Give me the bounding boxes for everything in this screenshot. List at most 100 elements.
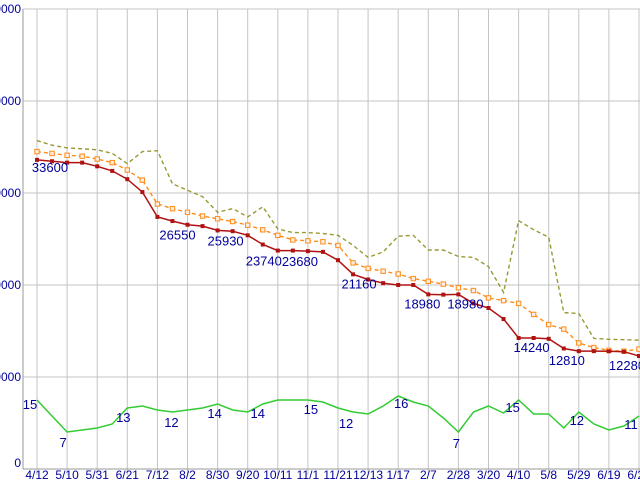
x-axis-tick-label: 10/11 [263, 468, 292, 480]
marker-filled-square [290, 248, 295, 253]
marker-filled-square [486, 306, 491, 310]
marker-open-square [455, 285, 462, 291]
marker-open-square [530, 311, 537, 318]
marker-filled-square [125, 177, 130, 182]
point-value-label: 7 [453, 436, 460, 451]
y-axis-tick-label: 30000 [0, 186, 21, 200]
marker-filled-square [110, 168, 115, 173]
x-axis-tick-label: 11/21 [323, 468, 352, 480]
x-axis-tick-label: 2/7 [420, 468, 437, 480]
point-value-label: 12 [339, 416, 353, 431]
x-axis-tick-label: 11/1 [297, 468, 320, 480]
marker-open-square [515, 300, 522, 307]
marker-filled-square [95, 164, 100, 169]
series-line-upper-dashed-khaki [36, 139, 640, 341]
series-line-green-solid-lower [36, 395, 640, 434]
point-value-label: 23740 [246, 254, 282, 269]
marker-filled-square [245, 233, 250, 238]
marker-filled-square [215, 228, 220, 233]
point-value-label: 7 [59, 435, 66, 450]
marker-filled-square [230, 229, 235, 234]
marker-filled-square [65, 160, 70, 165]
x-axis-tick-label: 8/2 [179, 468, 196, 480]
marker-open-square [245, 222, 251, 228]
x-axis-tick-label: 7/12 [146, 468, 170, 480]
marker-open-square [576, 340, 582, 346]
x-axis-tick-label: 5/8 [540, 468, 557, 480]
marker-filled-square [50, 159, 55, 164]
marker-open-square [425, 278, 432, 285]
marker-filled-square [426, 292, 431, 297]
marker-filled-square [637, 354, 640, 359]
marker-filled-square [185, 222, 190, 227]
marker-filled-square [546, 336, 551, 341]
marker-filled-square [561, 346, 566, 351]
marker-open-square [49, 150, 55, 157]
marker-filled-square [170, 219, 175, 224]
marker-filled-square [200, 224, 205, 229]
marker-open-square [335, 242, 341, 249]
point-value-label: 18980 [447, 296, 483, 311]
point-value-label: 15 [23, 397, 37, 412]
marker-filled-square [441, 292, 446, 297]
marker-filled-square [606, 349, 611, 354]
marker-open-square [184, 209, 191, 216]
marker-open-square [94, 156, 100, 162]
marker-open-square [229, 218, 236, 225]
x-axis-tick-label: 5/10 [55, 468, 79, 480]
marker-open-square [470, 287, 477, 294]
point-value-label: 12810 [549, 353, 585, 368]
marker-open-square [440, 281, 447, 287]
point-value-label: 33600 [32, 160, 68, 175]
x-axis-tick-label: 1/17 [387, 468, 411, 480]
point-value-label: 15 [304, 402, 318, 417]
point-value-label: 14240 [514, 340, 550, 355]
marker-filled-square [471, 301, 476, 306]
point-value-label: 14 [251, 406, 265, 421]
marker-open-square [500, 297, 507, 304]
marker-filled-square [275, 248, 280, 253]
marker-open-square [169, 205, 176, 212]
marker-open-square [79, 153, 85, 159]
marker-open-square [561, 326, 567, 332]
point-value-label: 11 [624, 417, 638, 432]
marker-open-square [109, 159, 115, 166]
point-value-label: 21160 [341, 276, 376, 291]
marker-filled-square [305, 249, 310, 254]
point-value-label: 18980 [404, 296, 440, 311]
marker-open-square [34, 148, 40, 155]
marker-filled-square [591, 349, 596, 354]
marker-filled-square [140, 190, 145, 195]
y-axis-tick-label: 10000 [0, 370, 21, 384]
marker-filled-square [456, 292, 461, 297]
marker-open-square [380, 268, 386, 274]
point-value-label: 25930 [208, 233, 244, 248]
marker-filled-square [516, 335, 521, 340]
marker-open-square [154, 201, 161, 207]
x-axis-tick-label: 5/29 [567, 468, 591, 480]
marker-filled-square [35, 157, 39, 162]
marker-open-square [320, 239, 326, 245]
marker-filled-square [155, 214, 160, 219]
marker-open-square [410, 275, 416, 282]
marker-open-square [124, 167, 130, 173]
marker-open-square [365, 265, 371, 272]
point-value-label: 12 [164, 415, 178, 430]
marker-open-square [305, 238, 311, 244]
marker-open-square [350, 260, 356, 266]
marker-filled-square [336, 258, 340, 263]
marker-open-square [395, 271, 401, 277]
point-value-label: 14 [207, 406, 221, 421]
x-axis-tick-label: 6/19 [597, 468, 621, 480]
x-axis-tick-label: 2/28 [447, 468, 471, 480]
x-axis-tick-label: 5/31 [86, 468, 110, 480]
marker-open-square [64, 152, 70, 158]
marker-filled-square [396, 283, 401, 287]
marker-open-square [214, 216, 221, 222]
marker-open-square [260, 227, 266, 233]
marker-filled-square [531, 335, 536, 340]
y-axis-tick-label: 20000 [0, 278, 21, 292]
x-axis-tick-label: 6/26 [627, 468, 640, 480]
